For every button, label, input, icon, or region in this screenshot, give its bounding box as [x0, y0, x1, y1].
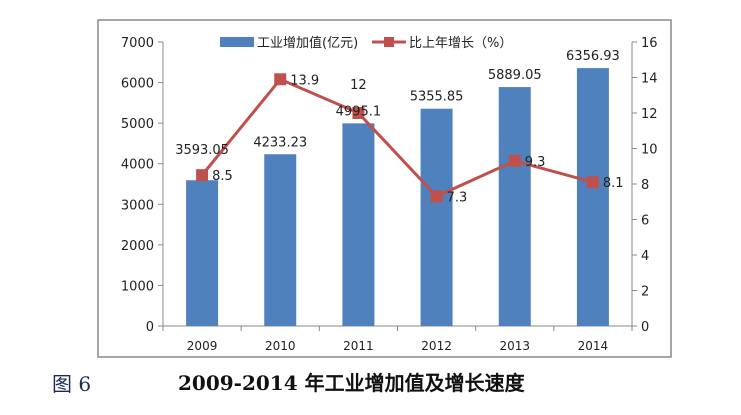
right-tick-label: 14 [641, 72, 658, 87]
bar-data-label: 3593.05 [175, 143, 229, 158]
line-marker [430, 190, 443, 203]
x-tick-label: 2012 [421, 339, 452, 353]
left-tick-label: 2000 [121, 239, 154, 254]
line-marker [274, 73, 287, 86]
bar-data-label: 4995.1 [336, 104, 382, 119]
right-tick-label: 8 [641, 178, 649, 193]
legend-bar-label: 工业增加值(亿元) [257, 35, 358, 51]
x-tick-label: 2010 [265, 339, 296, 353]
x-tick-label: 2011 [343, 339, 374, 353]
figure-title: 2009-2014 年工业增加值及增长速度 [178, 371, 525, 395]
left-tick-label: 0 [146, 320, 154, 335]
line-data-label: 9.3 [525, 155, 546, 170]
right-tick-label: 4 [641, 249, 649, 264]
line-marker [196, 169, 209, 182]
bar-data-label: 5889.05 [488, 68, 542, 83]
line-data-label: 7.3 [447, 190, 468, 205]
right-tick-label: 0 [641, 320, 649, 335]
left-tick-label: 5000 [121, 117, 154, 132]
bar [498, 87, 531, 326]
x-tick-label: 2013 [499, 339, 530, 353]
growth-line [200, 77, 594, 199]
x-tick-label: 2014 [578, 339, 609, 353]
bar-data-label: 5355.85 [410, 90, 464, 105]
right-tick-label: 10 [641, 143, 658, 158]
right-tick-label: 16 [641, 36, 658, 51]
left-tick-label: 3000 [121, 198, 154, 213]
line-data-label: 13.9 [290, 73, 319, 88]
legend-bar-swatch [220, 37, 254, 47]
left-tick-label: 4000 [121, 158, 154, 173]
left-tick-label: 1000 [121, 279, 154, 294]
x-tick-label: 2009 [187, 339, 218, 353]
legend: 工业增加值(亿元) 比上年增长（%） [220, 35, 512, 51]
line-data-label: 12 [350, 78, 367, 93]
line-data-label: 8.5 [212, 169, 233, 184]
bar-data-label: 6356.93 [566, 49, 620, 64]
line-marker [508, 154, 521, 167]
legend-line-label: 比上年增长（%） [409, 36, 512, 51]
line-marker [352, 107, 365, 119]
left-tick-label: 6000 [121, 77, 154, 92]
right-tick-label: 6 [641, 214, 649, 229]
left-tick-label: 7000 [121, 36, 154, 51]
line-data-label: 8.1 [603, 176, 624, 191]
bar [420, 108, 453, 327]
bar-data-label: 4233.23 [253, 135, 307, 150]
bar [576, 68, 609, 326]
bar [264, 154, 297, 326]
bar [342, 123, 375, 326]
right-tick-label: 2 [641, 285, 649, 300]
right-tick-label: 12 [641, 107, 658, 122]
legend-line-marker [384, 37, 394, 47]
bar [186, 180, 219, 326]
line-marker [586, 176, 599, 189]
figure-number: 图 6 [52, 372, 92, 396]
